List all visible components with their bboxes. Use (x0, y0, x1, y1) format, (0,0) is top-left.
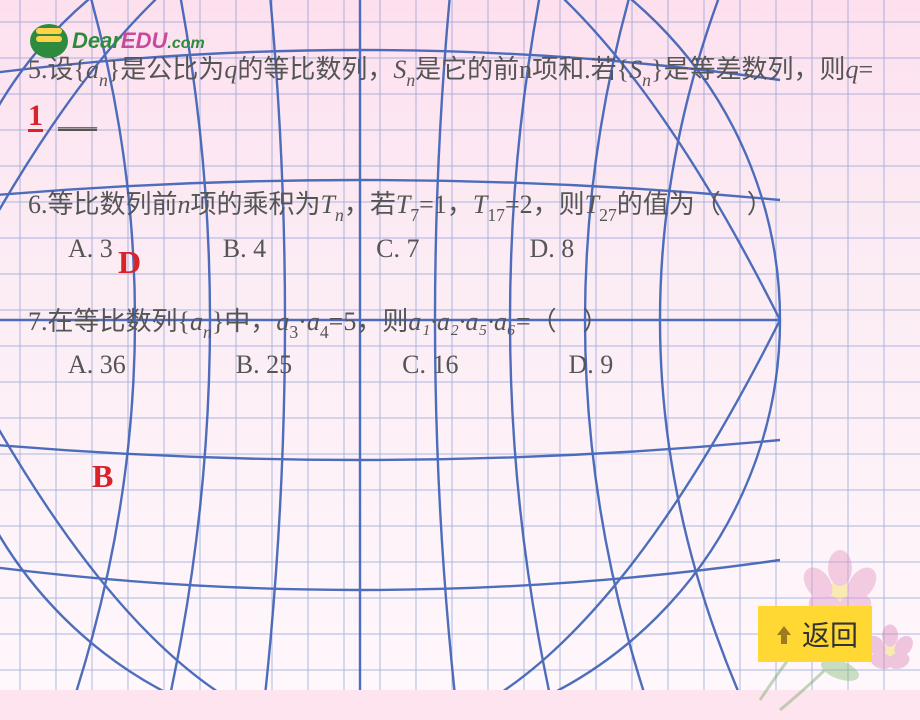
problem-5-answer: 1 (28, 93, 58, 140)
problem-7-option-b: B. 25 (236, 350, 292, 380)
back-arrow-icon (772, 622, 796, 646)
problem-7-options: A. 36 B. 25 C. 16 D. 9 (28, 350, 892, 380)
problem-6-answer: D (118, 244, 141, 281)
problem-6-text: 6.等比数列前n项的乘积为Tn，若T7=1，T17=2，则T27的值为（ ） (28, 185, 892, 228)
problem-6-options: A. 3 B. 4 C. 7 D. 8 (28, 234, 892, 264)
problem-7-option-a: A. 36 (68, 350, 126, 380)
problem-5: 5.设{an}是公比为q的等比数列，Sn是它的前n项和.若{Sn}是等差数列，则… (28, 50, 892, 139)
problem-5-text: 5.设{an}是公比为q的等比数列，Sn是它的前n项和.若{Sn}是等差数列，则… (28, 50, 892, 139)
problem-6-option-a: A. 3 (68, 234, 113, 264)
problem-7-option-d: D. 9 (568, 350, 613, 380)
problem-7-text: 7.在等比数列{an}中，a3·a4=5，则a₁·a₂·a₅·a₆=（ ） (28, 302, 892, 345)
problem-6-option-d: D. 8 (529, 234, 574, 264)
back-button[interactable]: 返回 (758, 606, 872, 662)
problem-6: 6.等比数列前n项的乘积为Tn，若T7=1，T17=2，则T27的值为（ ） A… (28, 185, 892, 264)
problem-7-option-c: C. 16 (402, 350, 458, 380)
problem-6-option-c: C. 7 (376, 234, 419, 264)
problem-7: 7.在等比数列{an}中，a3·a4=5，则a₁·a₂·a₅·a₆=（ ） A.… (28, 302, 892, 381)
problem-7-answer: B (92, 458, 113, 495)
content-area: 5.设{an}是公比为q的等比数列，Sn是它的前n项和.若{Sn}是等差数列，则… (0, 0, 920, 690)
problem-6-option-b: B. 4 (223, 234, 266, 264)
back-button-label: 返回 (802, 614, 858, 654)
